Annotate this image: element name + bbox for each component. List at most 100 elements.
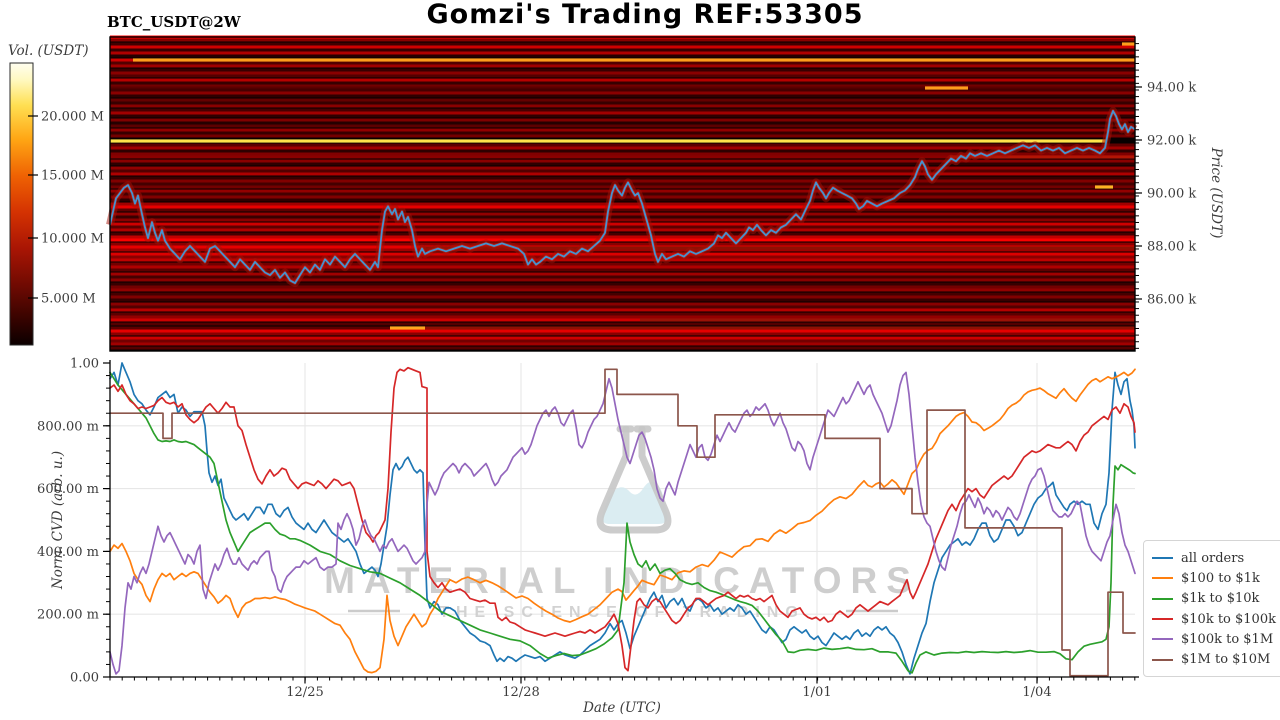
y-tick-label: 800.00 m [37,419,99,434]
volume-heatmap-chart: 94.00 k 92.00 k 90.00 k 88.00 k 86.00 k Pric… [8,35,1224,352]
heatmap-row [110,61,1135,65]
heatmap-row [110,262,1135,266]
y-tick-label: 1.00 [70,357,99,372]
heatmap-row [110,111,1135,115]
heatmap-row [110,329,1135,333]
y-tick-label: 600.00 m [37,482,99,497]
heatmap-row [110,94,1135,98]
gridlines [110,363,1135,677]
price-tick-label: 86.00 k [1147,293,1196,308]
heatmap-row [110,131,1135,135]
heatmap-liquidity-line [950,155,1135,159]
price-axis-label: Price (USDT) [1208,147,1224,239]
heatmap-row [110,265,1135,269]
legend-item: $100k to $1M [1152,629,1276,649]
heatmap-liquidity-line [925,86,968,90]
heatmap-row [110,332,1135,336]
heatmap-row [110,346,1135,350]
heatmap-row [110,159,1135,163]
heatmap-row [110,222,1135,226]
heatmap-row [110,208,1135,212]
legend-label: $10k to $100k [1181,611,1276,627]
heatmap-row [110,272,1135,276]
heatmap-row [110,42,1135,46]
legend-item: $1k to $10k [1152,589,1276,609]
legend-swatch [1152,658,1173,661]
heatmap-liquidity-line [110,139,1106,143]
heatmap-row [110,155,1135,159]
heatmap-highlight-lines [110,42,1135,330]
heatmap-row [110,71,1135,75]
heatmap-row [110,326,390,330]
heatmap-row [110,252,1135,256]
heatmap-row [110,176,1135,180]
heatmap-row [110,322,1135,326]
series-line--10k-to-100k [109,366,1136,672]
watermark-subtitle: THE SCIENCE OF TRADING [439,604,805,621]
heatmap-row [110,143,1135,147]
x-tick-label: 1/04 [1022,685,1051,700]
heatmap-row [110,45,1135,49]
heatmap-row [110,51,1135,55]
heatmap-row [110,282,1135,286]
heatmap-row [110,238,1135,242]
heatmap-row [110,81,1135,85]
colorbar-label: Vol. (USDT) [8,43,89,59]
heatmap-row [110,114,1135,118]
heatmap-liquidity-line [133,58,1135,62]
heatmap-liquidity-line [1122,42,1135,46]
heatmap-row [110,108,1135,112]
price-axis-ticks: 94.00 k 92.00 k 90.00 k 88.00 k 86.00 k [1135,43,1196,349]
y-axis-label: Norm. CVD (arb. u.) [50,451,66,590]
heatmap-row [110,288,1135,292]
legend-swatch [1152,618,1173,621]
colorbar-tick-label: 10.000 M [41,232,104,247]
heatmap-row [110,162,1135,166]
legend-swatch [1152,577,1173,580]
colorbar-gradient [9,62,34,346]
heatmap-row [110,179,1135,183]
heatmap-row [110,68,1135,72]
heatmap-liquidity-line [425,326,1135,330]
volume-colorbar: Vol. (USDT) 20.000 M 15.000 M 10.000 M 5.00… [8,43,104,346]
y-tick-label: 400.00 m [37,545,99,560]
watermark: MATERIAL INDICATORS THE SCIENCE OF TRADI… [324,425,920,621]
price-tick-label: 92.00 k [1147,134,1196,149]
heatmap-rows [110,35,1135,350]
page-title: Gomzi's Trading REF:53305 [426,0,863,30]
heatmap-row [110,146,1135,150]
heatmap-liquidity-line [420,246,1135,250]
heatmap-row [110,104,1135,108]
heatmap-row [110,38,1135,42]
y-tick-label: 0.00 [70,671,99,686]
heatmap-row [110,228,1135,232]
heatmap-row [110,295,1135,299]
heatmap-row [110,166,1135,170]
legend-label: $1k to $10k [1181,591,1260,607]
heatmap-row [110,248,1135,252]
series-line--1m-to-10m [109,368,1136,677]
heatmap-row [110,308,1135,312]
heatmap-row [110,149,1135,153]
legend: all orders $100 to $1k $1k to $10k $10k to … [1143,540,1280,677]
series-line--1k-to-10k [109,371,1136,674]
heatmap-row [110,215,1135,219]
heatmap-row [110,268,1135,272]
heatmap-row [110,205,1135,209]
legend-swatch [1152,597,1173,600]
colorbar-tick-label: 15.000 M [41,169,104,184]
heatmap-row [110,315,1135,319]
x-tick-label: 1/01 [802,685,831,700]
heatmap-row [110,172,1135,176]
instrument-label: BTC_USDT@2W [107,13,242,31]
heatmap-row [110,342,1135,346]
heatmap-row [110,74,1135,78]
heatmap-row [110,255,1135,259]
heatmap-row [110,275,1135,279]
heatmap-row [110,336,1135,340]
price-line [109,110,1136,285]
heatmap-row [110,78,1135,82]
watermark-title: MATERIAL INDICATORS [324,560,920,601]
colorbar-ticks: 20.000 M 15.000 M 10.000 M 5.000 M [28,110,104,307]
heatmap-row [110,134,1135,138]
